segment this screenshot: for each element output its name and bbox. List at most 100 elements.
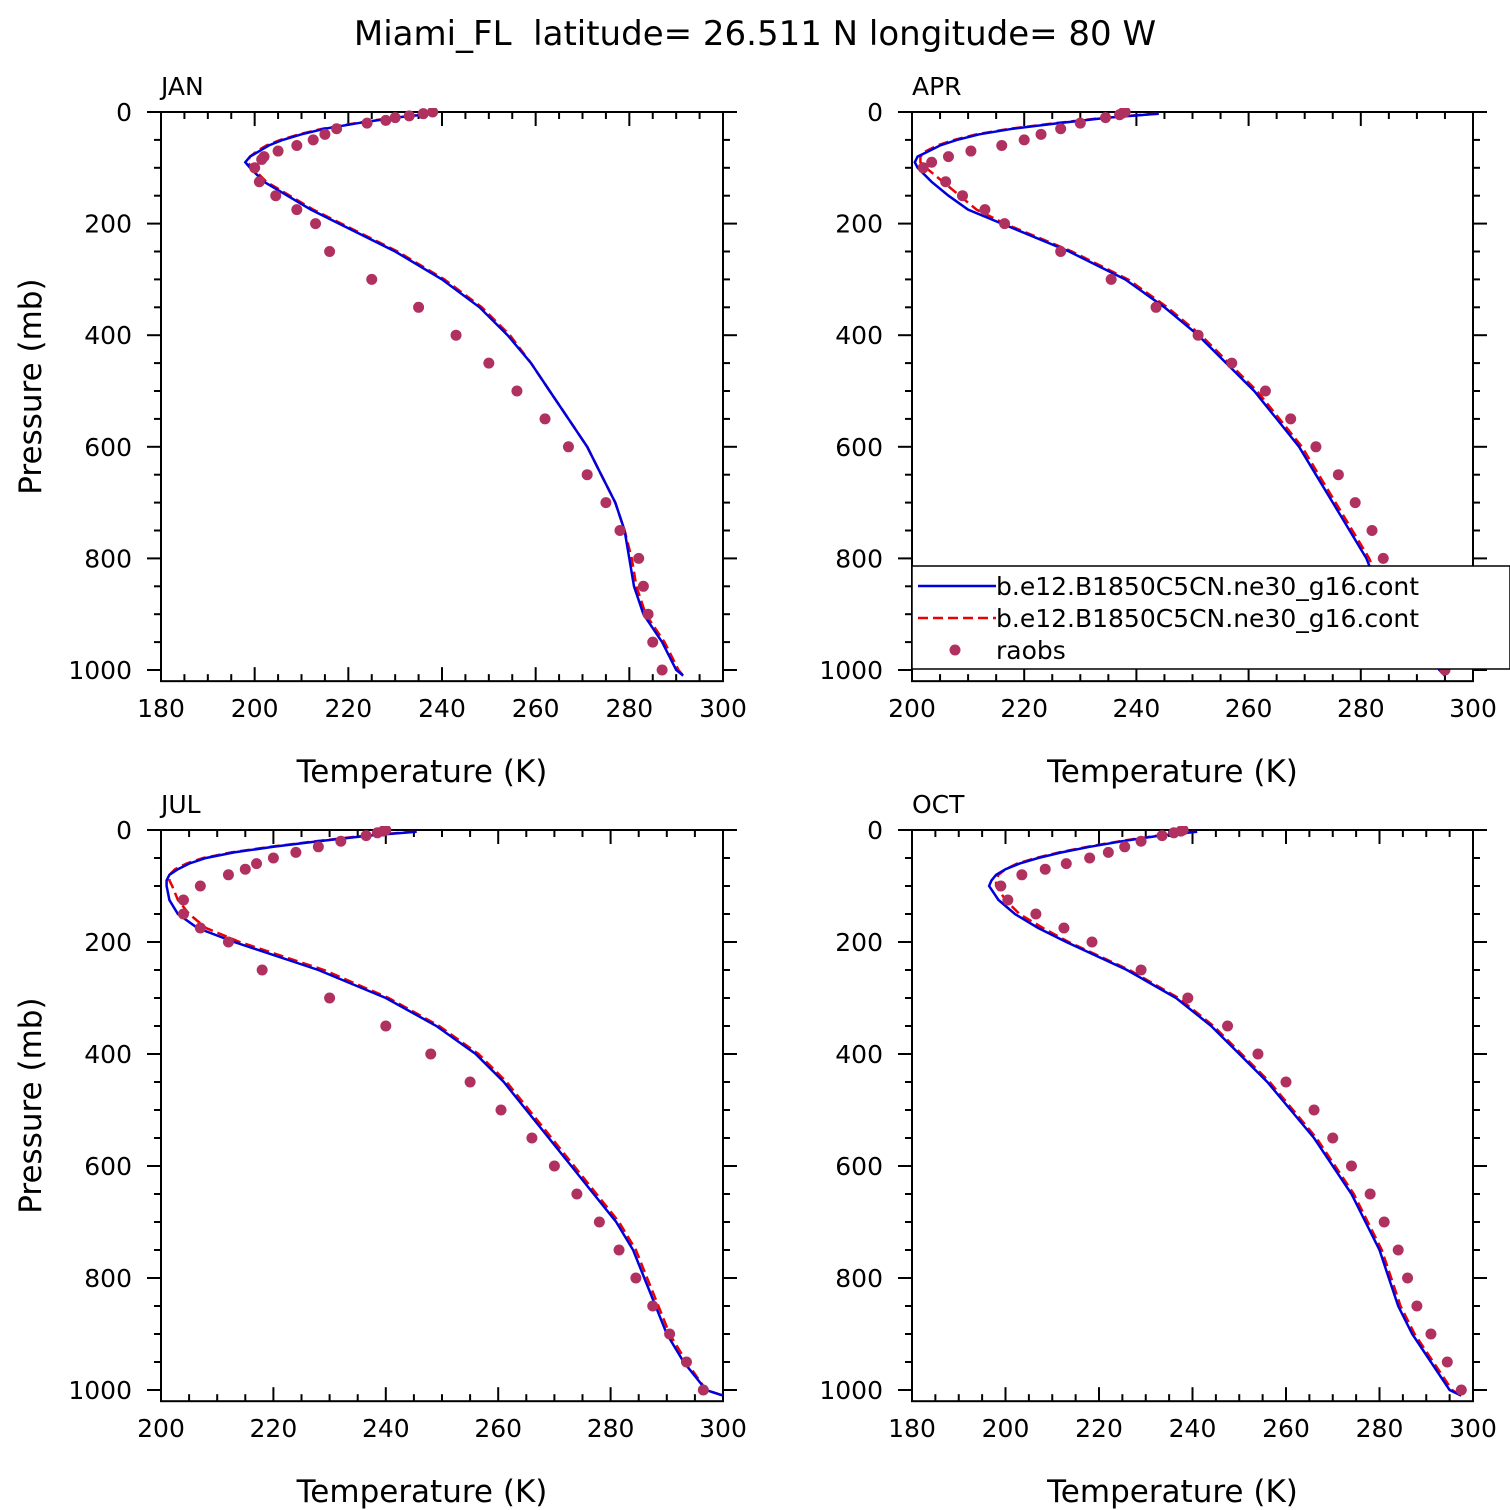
series-group [913,108,1451,677]
x-axis-label: Temperature (K) [296,754,548,790]
raobs-point [1168,827,1180,839]
panel-label: JAN [159,72,204,101]
raobs-point [1074,117,1086,129]
raobs-point [926,156,938,168]
raobs-point [177,894,189,906]
x-axis-label: Temperature (K) [1046,1474,1298,1510]
raobs-point [571,1188,583,1200]
raobs-point [1327,1132,1339,1144]
x-tick-label: 280 [605,694,653,723]
raobs-point [642,608,654,620]
raobs-point [1252,1048,1264,1060]
y-tick-label: 400 [835,1040,883,1069]
raobs-point [403,110,415,122]
raobs-point [1259,385,1271,397]
raobs-point [1086,936,1098,948]
raobs-point [680,1356,692,1368]
raobs-point [256,964,268,976]
raobs-point [999,218,1011,230]
raobs-point [1378,1216,1390,1228]
raobs-point [539,413,551,425]
x-axis-label: Temperature (K) [1046,754,1298,790]
legend-label: b.e12.B1850C5CN.ne30_g16.cont [996,604,1419,633]
raobs-point [511,385,523,397]
y-tick-label: 400 [835,321,883,350]
raobs-point [256,153,268,165]
series-line-model-1 [987,830,1462,1397]
legend: b.e12.B1850C5CN.ne30_g16.cont b.e12.B1850… [912,565,1510,670]
panel-jan: JAN 180 200 220 240 260 280 300 0 200 400 600 800 100… [13,72,747,790]
y-tick-label: 600 [84,433,132,462]
raobs-point [324,246,336,257]
raobs-point [239,863,251,875]
raobs-point [270,190,282,202]
panel-apr: APR 200 220 240 260 280 300 0 200 400 600 800 1000 Te… [819,72,1496,790]
raobs-point [1084,852,1096,864]
legend-label: b.e12.B1850C5CN.ne30_g16.cont [996,572,1419,601]
raobs-point [630,1272,642,1284]
series-line-model-2 [168,830,723,1397]
raobs-point [427,108,439,118]
raobs-point [425,1048,437,1060]
raobs-point [1349,497,1361,509]
raobs-point [942,151,954,163]
x-tick-label: 300 [1449,1414,1497,1443]
raobs-point [331,123,343,135]
raobs-point [1119,841,1131,853]
y-axis-label: Pressure (mb) [13,278,49,494]
raobs-point [1102,846,1114,858]
raobs-point [319,128,331,140]
panel-label: OCT [912,790,965,819]
x-tick-label: 280 [1356,1414,1404,1443]
x-tick-label: 220 [250,1414,298,1443]
raobs-point [614,525,626,536]
raobs-point [194,922,206,934]
raobs-point [548,1160,560,1172]
raobs-point [177,908,189,920]
raobs-point [965,145,977,157]
raobs-point [1114,109,1126,121]
x-tick-label: 280 [587,1414,635,1443]
raobs-point [290,846,302,858]
x-tick-label: 260 [474,1414,522,1443]
raobs-point [979,204,991,216]
legend-marker [949,644,961,656]
raobs-point [1058,922,1070,934]
raobs-point [1280,1076,1292,1088]
raobs-point [1039,863,1051,875]
raobs-point [647,1300,659,1312]
raobs-point [1285,413,1297,425]
y-axis-label: Pressure (mb) [13,997,49,1213]
raobs-point [1441,1356,1453,1368]
y-tick-label: 1000 [68,1376,132,1405]
x-tick-label: 260 [1225,694,1273,723]
y-tick-label: 400 [84,321,132,350]
series-group [987,826,1467,1397]
raobs-point [450,329,462,341]
y-tick-label: 0 [867,98,883,127]
figure-title: Miami_FL latitude= 26.511 N longitude= 8… [354,14,1156,54]
raobs-point [483,357,495,369]
raobs-point [253,176,265,188]
x-tick-label: 300 [699,1414,747,1443]
raobs-point [664,1328,676,1340]
series-line-model-2 [246,112,685,677]
raobs-point [1105,273,1117,285]
y-tick-label: 800 [84,544,132,573]
raobs-point [222,869,234,881]
raobs-point [1030,908,1042,920]
x-tick-label: 300 [1449,694,1497,723]
raobs-point [1100,112,1112,124]
raobs-point [324,992,336,1004]
y-tick-label: 0 [116,816,132,845]
y-tick-label: 0 [867,816,883,845]
raobs-point [1345,1160,1357,1172]
legend-box [912,565,1510,670]
raobs-point [940,176,952,188]
raobs-point [996,139,1008,151]
raobs-point [1002,894,1014,906]
raobs-point [613,1244,625,1256]
y-tick-label: 200 [84,928,132,957]
panel-label: APR [912,72,962,101]
